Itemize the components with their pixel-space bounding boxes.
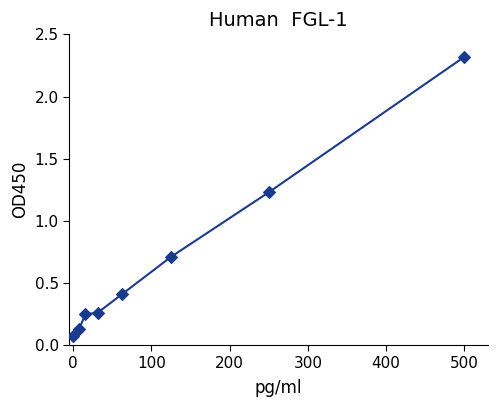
Title: Human  FGL-1: Human FGL-1 [209,11,348,30]
X-axis label: pg/ml: pg/ml [255,379,302,397]
Y-axis label: OD450: OD450 [11,161,29,218]
